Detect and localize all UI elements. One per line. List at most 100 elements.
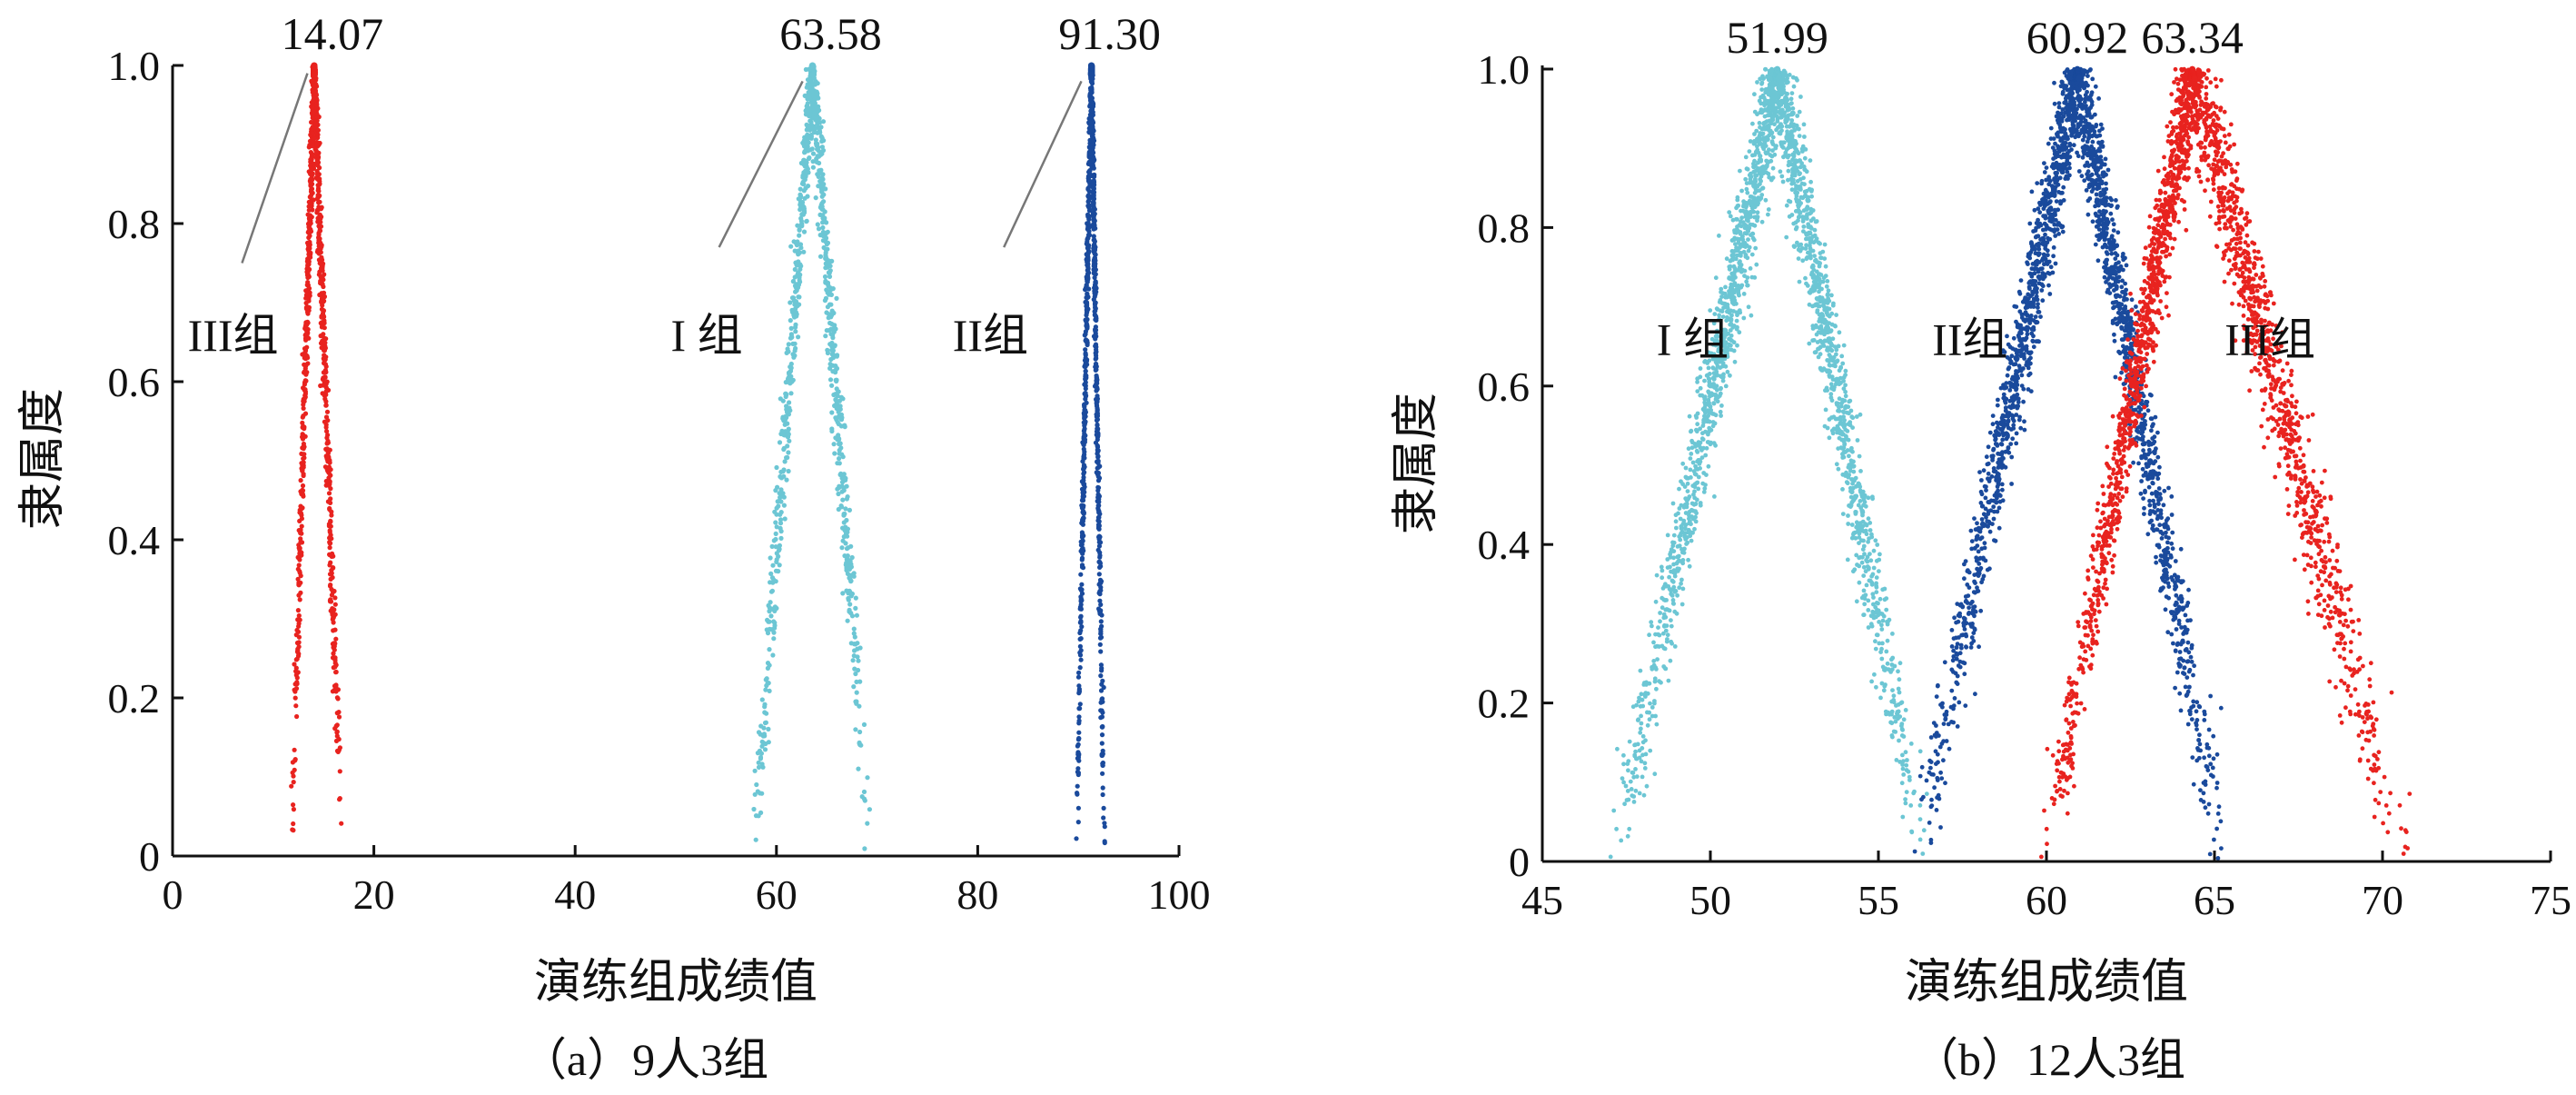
data-point	[1753, 173, 1758, 178]
data-point	[1679, 602, 1685, 607]
data-point	[1078, 614, 1084, 620]
data-point	[1759, 126, 1765, 132]
data-point	[1854, 599, 1859, 604]
data-point	[327, 583, 333, 589]
data-point	[1653, 599, 1659, 604]
data-point	[1689, 445, 1695, 451]
data-point	[1675, 592, 1679, 598]
data-point	[1678, 533, 1683, 538]
data-point	[1759, 101, 1764, 106]
data-point	[830, 333, 836, 338]
data-point	[814, 105, 819, 111]
data-point	[1741, 199, 1746, 204]
data-point	[1861, 564, 1867, 570]
data-point	[319, 244, 324, 249]
data-point	[1098, 649, 1104, 654]
data-point	[1079, 564, 1085, 570]
data-point	[1098, 588, 1104, 593]
data-point	[1079, 555, 1085, 561]
data-point	[1698, 466, 1702, 471]
x-tick-label: 80	[956, 871, 998, 918]
data-point	[1731, 295, 1737, 300]
data-point	[1765, 137, 1770, 142]
data-point	[1091, 237, 1096, 243]
data-point	[771, 619, 777, 624]
data-point	[1881, 688, 1887, 693]
data-point	[1735, 224, 1739, 229]
data-point	[1743, 154, 1749, 160]
data-point	[840, 454, 846, 460]
data-point	[827, 274, 833, 279]
data-point	[327, 545, 332, 551]
data-point	[1920, 851, 1926, 856]
data-point	[845, 562, 850, 568]
data-point	[1099, 714, 1105, 720]
data-point	[1751, 164, 1756, 170]
data-point	[1818, 255, 1824, 261]
data-point	[815, 222, 820, 227]
data-point	[1794, 224, 1799, 230]
data-point	[812, 126, 818, 132]
data-point	[1077, 636, 1083, 642]
data-point	[1075, 755, 1080, 762]
data-point	[333, 723, 339, 729]
data-point	[825, 260, 830, 265]
data-point	[1837, 396, 1842, 402]
data-point	[308, 180, 313, 185]
data-point	[1790, 106, 1796, 111]
data-point	[843, 541, 848, 546]
data-point	[1097, 512, 1103, 517]
data-point	[1737, 330, 1742, 335]
data-point	[1633, 767, 1638, 771]
leader-line	[1003, 80, 1083, 248]
data-point	[1092, 206, 1097, 212]
data-point	[788, 361, 794, 367]
data-point	[1092, 225, 1097, 231]
data-point	[1796, 247, 1801, 253]
data-point	[1729, 313, 1734, 318]
data-point	[1621, 780, 1626, 785]
panel-a-y-label: 隶属度	[15, 388, 70, 530]
data-point	[843, 524, 848, 530]
data-point	[1085, 324, 1090, 330]
data-point	[790, 352, 796, 357]
data-point	[292, 662, 297, 667]
x-tick-label: 60	[756, 871, 798, 918]
y-tick-label: 0.2	[108, 675, 161, 722]
data-point	[1830, 336, 1836, 342]
data-point	[1889, 662, 1895, 667]
data-point	[758, 751, 765, 756]
data-point	[1735, 204, 1740, 209]
data-point	[1100, 785, 1105, 791]
data-point	[818, 124, 824, 130]
data-point	[796, 270, 801, 275]
peak-value-label: 14.07	[282, 8, 384, 59]
data-point	[1826, 348, 1830, 353]
data-point	[1764, 170, 1769, 175]
data-point	[820, 224, 826, 231]
data-point	[1085, 239, 1090, 244]
data-point	[308, 254, 313, 260]
data-point	[820, 207, 826, 213]
data-point	[1851, 569, 1856, 574]
data-point	[1689, 538, 1694, 543]
data-point	[298, 503, 303, 509]
data-point	[1768, 105, 1773, 111]
data-point	[1897, 677, 1902, 682]
data-point	[1093, 284, 1098, 290]
data-point	[1611, 808, 1617, 813]
data-point	[774, 512, 779, 517]
data-point	[296, 581, 302, 586]
data-point	[827, 365, 833, 371]
data-point	[1917, 817, 1923, 821]
data-point	[1876, 608, 1881, 613]
data-point	[1840, 487, 1845, 492]
data-point	[328, 534, 333, 540]
data-point	[1745, 166, 1750, 172]
data-point	[1877, 569, 1881, 573]
data-point	[829, 410, 835, 415]
data-point	[1702, 378, 1707, 383]
data-point	[1094, 361, 1099, 367]
data-point	[778, 535, 784, 542]
data-point	[1733, 242, 1738, 246]
